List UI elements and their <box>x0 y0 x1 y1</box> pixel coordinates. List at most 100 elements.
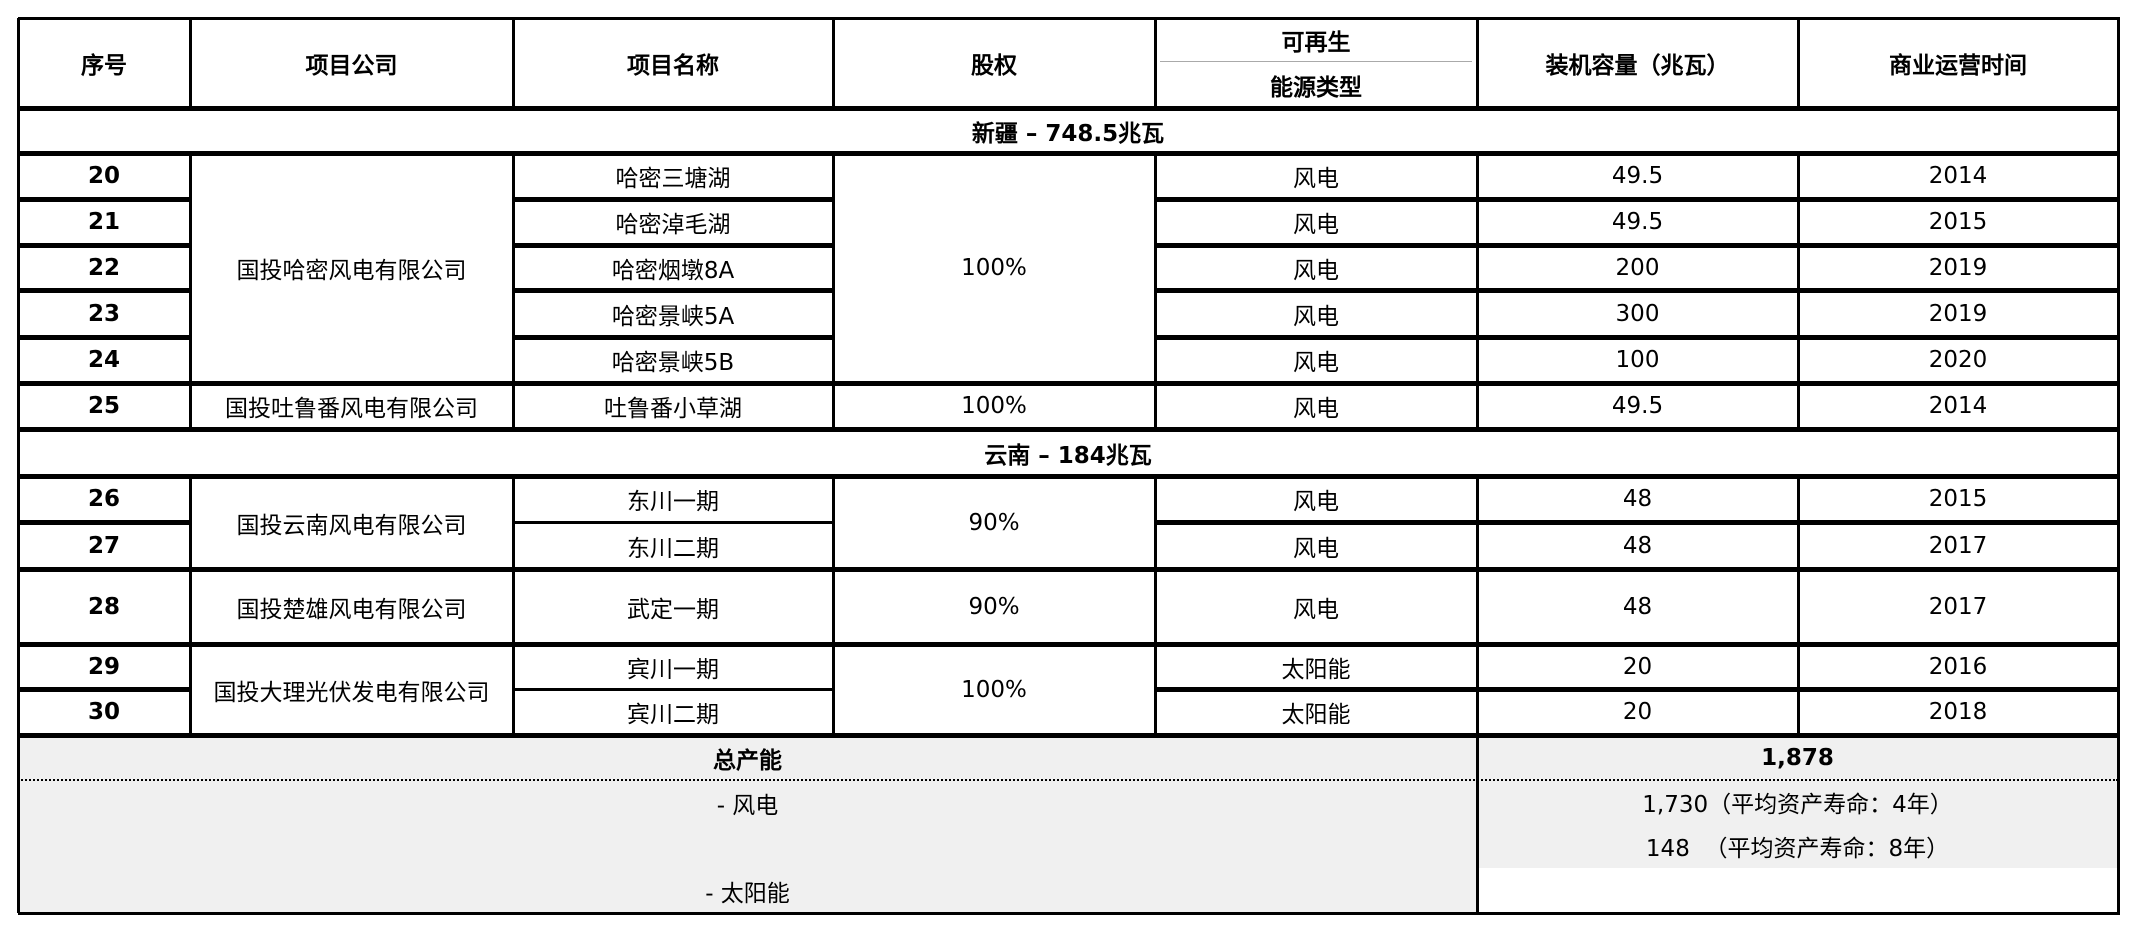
project-name: 哈密三塘湖 <box>615 166 731 192</box>
wind-label: - 风电 <box>716 792 779 819</box>
energy-type: 风电 <box>1293 535 1339 562</box>
capacity: 49.5 <box>1611 209 1664 235</box>
border-line <box>2116 18 2120 913</box>
border-line <box>188 153 192 429</box>
border-line <box>1155 196 2120 202</box>
border-line <box>18 686 192 692</box>
border-line <box>16 18 20 913</box>
border-line <box>18 566 2120 572</box>
capacity: 48 <box>1622 593 1653 620</box>
row-number: 24 <box>87 347 120 373</box>
border-line <box>18 519 192 525</box>
row-number: 25 <box>87 393 120 419</box>
project-name: 吐鲁番小草湖 <box>604 396 742 422</box>
border-line <box>513 520 835 524</box>
shaded-area <box>1477 735 2118 868</box>
border-line <box>1155 334 2120 340</box>
border-line <box>18 380 2120 386</box>
equity-value: 100% <box>961 676 1027 703</box>
total-label: 总产能 <box>713 747 782 774</box>
cod-year: 2017 <box>1928 593 1988 620</box>
border-line <box>18 426 2120 432</box>
border-line <box>1155 242 2120 248</box>
row-number: 30 <box>87 699 120 725</box>
header-project: 项目名称 <box>627 53 719 79</box>
border-line <box>1796 476 1800 735</box>
energy-type: 风电 <box>1293 350 1339 376</box>
region-header: 新疆 – 748.5兆瓦 <box>971 120 1165 147</box>
row-number: 20 <box>87 163 120 189</box>
equity-value: 90% <box>968 593 1020 620</box>
project-name: 哈密景峡5B <box>611 350 735 376</box>
company-name: 国投楚雄风电有限公司 <box>236 596 467 623</box>
company-name: 国投哈密风电有限公司 <box>236 258 467 284</box>
row-number: 26 <box>87 486 120 512</box>
capacity: 100 <box>1615 347 1660 373</box>
cod-year: 2019 <box>1928 254 1988 281</box>
border-line <box>511 153 515 429</box>
border-line <box>18 641 2120 647</box>
header-equity: 股权 <box>971 53 1017 79</box>
header-company: 项目公司 <box>305 53 398 79</box>
border-line <box>1475 735 1479 913</box>
border-line <box>18 732 2120 738</box>
border-line <box>1475 476 1479 735</box>
row-number: 22 <box>87 254 120 281</box>
border-line <box>1796 18 1800 108</box>
project-name: 哈密淖毛湖 <box>615 212 731 238</box>
border-line <box>511 476 515 735</box>
border-line <box>831 476 835 735</box>
border-line <box>1155 287 2120 293</box>
cod-year: 2014 <box>1928 163 1988 189</box>
border-line <box>1153 18 1157 108</box>
header-type-top: 可再生 <box>1281 30 1351 56</box>
border-line <box>513 334 835 340</box>
header-cod: 商业运营时间 <box>1889 53 2027 79</box>
equity-value: 100% <box>961 255 1027 281</box>
border-line <box>18 287 192 293</box>
border-line <box>18 242 192 248</box>
border-line <box>1155 519 2120 525</box>
border-line <box>1475 18 1479 108</box>
energy-type: 风电 <box>1293 166 1339 192</box>
border-line <box>18 105 2120 111</box>
cod-year: 2020 <box>1928 347 1988 373</box>
border-line <box>513 687 835 691</box>
capacity: 20 <box>1622 653 1653 680</box>
border-line <box>18 911 2120 915</box>
cod-year: 2018 <box>1928 699 1988 725</box>
header-capacity: 装机容量（兆瓦） <box>1545 53 1730 79</box>
company-name: 国投吐鲁番风电有限公司 <box>225 396 478 422</box>
solar-value: 148 （平均资产寿命：8年） <box>1645 835 1950 862</box>
border-line <box>188 18 192 108</box>
border-line <box>513 287 835 293</box>
cod-year: 2014 <box>1928 393 1988 419</box>
energy-type: 风电 <box>1293 212 1339 238</box>
header-type-bottom: 能源类型 <box>1270 75 1362 101</box>
cod-year: 2017 <box>1928 532 1988 559</box>
project-name: 宾川二期 <box>627 702 719 728</box>
border-line <box>1796 153 1800 429</box>
border-line <box>513 242 835 248</box>
total-value: 1,878 <box>1761 744 1834 771</box>
energy-type: 风电 <box>1293 396 1339 422</box>
equity-value: 90% <box>968 509 1020 536</box>
project-name: 武定一期 <box>627 596 719 623</box>
border-line <box>18 334 192 340</box>
cod-year: 2015 <box>1928 209 1988 235</box>
border-line <box>188 476 192 735</box>
capacity: 49.5 <box>1611 163 1664 189</box>
capacity: 49.5 <box>1611 393 1664 419</box>
header-no: 序号 <box>81 53 127 79</box>
energy-type: 太阳能 <box>1281 702 1351 728</box>
border-line <box>1153 153 1157 429</box>
project-name: 哈密烟墩8A <box>611 257 735 284</box>
capacity: 300 <box>1615 300 1660 327</box>
border-line <box>18 196 192 202</box>
energy-type: 风电 <box>1293 596 1339 623</box>
capacity: 20 <box>1622 699 1653 725</box>
project-name: 宾川一期 <box>627 656 719 683</box>
company-name: 国投大理光伏发电有限公司 <box>213 679 490 706</box>
region-header: 云南 – 184兆瓦 <box>984 442 1152 469</box>
border-line <box>1475 153 1479 429</box>
